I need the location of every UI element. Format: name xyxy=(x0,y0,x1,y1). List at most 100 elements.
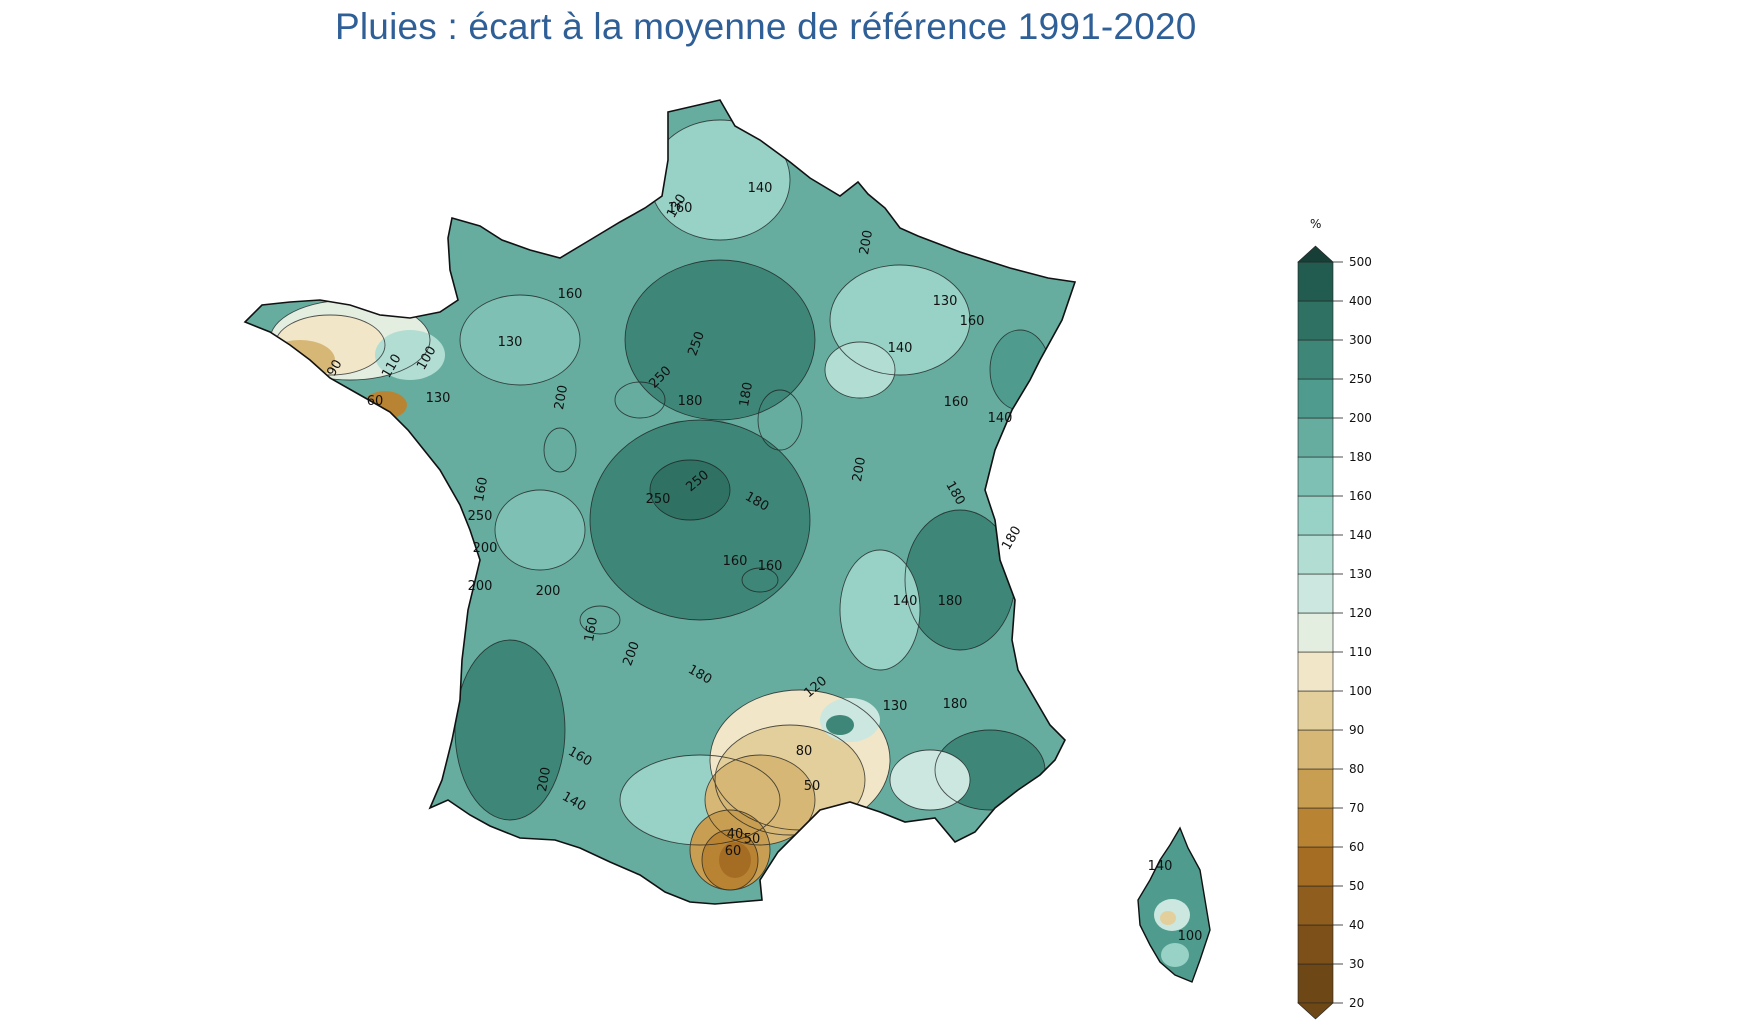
color-legend: % 20 30 40 50 60 70 80 90 100 110 120 130 140 160 180 2… xyxy=(1297,217,1372,1020)
contour-label: 140 xyxy=(888,341,913,356)
contour-label: 50 xyxy=(804,779,821,794)
contour-label: 200 xyxy=(535,766,554,793)
zone-alps xyxy=(905,510,1015,650)
legend-tick-label: 70 xyxy=(1349,801,1364,815)
legend-band xyxy=(1297,573,1334,614)
zone-rhone xyxy=(840,550,920,670)
mainland-france xyxy=(243,99,1077,905)
legend-tick-label: 100 xyxy=(1349,684,1372,698)
contour-label: 140 xyxy=(748,181,773,196)
legend-band xyxy=(1297,963,1334,1004)
contour-label: 160 xyxy=(723,554,748,569)
contour-label: 60 xyxy=(725,844,742,859)
contour-label: 160 xyxy=(668,201,693,216)
contour-label: 60 xyxy=(367,394,384,409)
contour-label: 80 xyxy=(796,744,813,759)
legend-tick-label: 180 xyxy=(1349,450,1372,464)
contour-label: 200 xyxy=(552,384,571,411)
contour-label: 40 xyxy=(727,827,744,842)
legend-tick-label: 90 xyxy=(1349,723,1364,737)
legend-tick-label: 300 xyxy=(1349,333,1372,347)
contour-label: 160 xyxy=(944,395,969,410)
legend-tick-label: 160 xyxy=(1349,489,1372,503)
map-title: Pluies : écart à la moyenne de référence… xyxy=(335,6,1197,47)
contour-label: 160 xyxy=(472,476,491,503)
contour-label: 200 xyxy=(473,541,498,556)
zone-center-core xyxy=(650,460,730,520)
zone-normandy xyxy=(460,295,580,385)
legend-tick-label: 500 xyxy=(1349,255,1372,269)
contour-label: 160 xyxy=(558,287,583,302)
contour-label: 130 xyxy=(426,391,451,406)
zone-paris-dark xyxy=(625,260,815,420)
legend-band xyxy=(1297,768,1334,809)
legend-tick-label: 110 xyxy=(1349,645,1372,659)
contour-label: 90 xyxy=(324,357,345,379)
legend-band xyxy=(1297,729,1334,770)
contour-label: 50 xyxy=(744,832,761,847)
contour-label: 140 xyxy=(893,594,918,609)
contour-label: 180 xyxy=(999,524,1024,553)
contour-label: 140 xyxy=(988,411,1013,426)
contour-label: 180 xyxy=(737,381,756,408)
legend-tick-label: 40 xyxy=(1349,918,1364,932)
contour-label: 160 xyxy=(758,559,783,574)
zone-lorraine-light xyxy=(825,342,895,398)
legend-tick-label: 120 xyxy=(1349,606,1372,620)
legend-tick-label: 80 xyxy=(1349,762,1364,776)
legend-band xyxy=(1297,651,1334,692)
contour-label: 180 xyxy=(938,594,963,609)
contour-label: 160 xyxy=(960,314,985,329)
legend-tick-label: 400 xyxy=(1349,294,1372,308)
legend-band xyxy=(1297,846,1334,887)
legend-tick-label: 140 xyxy=(1349,528,1372,542)
legend-band xyxy=(1297,456,1334,497)
legend-arrow-top xyxy=(1297,245,1334,263)
legend-tick-label: 200 xyxy=(1349,411,1372,425)
contour-label: 180 xyxy=(943,697,968,712)
legend-band xyxy=(1297,300,1334,341)
corsica xyxy=(1137,826,1211,983)
legend-band xyxy=(1297,885,1334,926)
legend-arrow-bottom xyxy=(1297,1002,1334,1020)
zone-roussillon-50 xyxy=(719,842,751,878)
contour-label: 200 xyxy=(536,584,561,599)
legend-band xyxy=(1297,261,1334,302)
zone-center-dark xyxy=(590,420,810,620)
contour-label: 160 xyxy=(582,616,601,643)
legend-tick-label: 30 xyxy=(1349,957,1364,971)
zone-provence-light xyxy=(890,750,970,810)
contour-label: 250 xyxy=(468,509,493,524)
legend-band xyxy=(1297,690,1334,731)
legend-tick-label: 60 xyxy=(1349,840,1364,854)
zone-cevennes-dark xyxy=(826,715,854,735)
legend-unit: % xyxy=(1310,217,1321,231)
legend-tick-label: 250 xyxy=(1349,372,1372,386)
contour-label: 200 xyxy=(850,456,869,483)
legend-tick-label: 130 xyxy=(1349,567,1372,581)
legend-band xyxy=(1297,378,1334,419)
contour-label: 250 xyxy=(646,492,671,507)
contour-label: 130 xyxy=(933,294,958,309)
legend-band xyxy=(1297,612,1334,653)
legend-tick-label: 20 xyxy=(1349,996,1364,1010)
zone-north-light xyxy=(650,120,790,240)
zone-brittany-light xyxy=(375,330,445,380)
contour-label: 200 xyxy=(857,229,876,256)
contour-label: 130 xyxy=(883,699,908,714)
legend-band xyxy=(1297,534,1334,575)
legend-tick-label: 50 xyxy=(1349,879,1364,893)
zone-southwest-dark xyxy=(455,640,565,820)
legend-band xyxy=(1297,417,1334,458)
zone-loire xyxy=(495,490,585,570)
contour-label: 140 xyxy=(1148,859,1173,874)
contour-label: 100 xyxy=(1178,929,1203,944)
contour-label: 200 xyxy=(468,579,493,594)
legend-band xyxy=(1297,807,1334,848)
legend-band xyxy=(1297,339,1334,380)
legend-band xyxy=(1297,495,1334,536)
contour-label: 180 xyxy=(678,394,703,409)
contour-label: 130 xyxy=(498,335,523,350)
legend-band xyxy=(1297,924,1334,965)
